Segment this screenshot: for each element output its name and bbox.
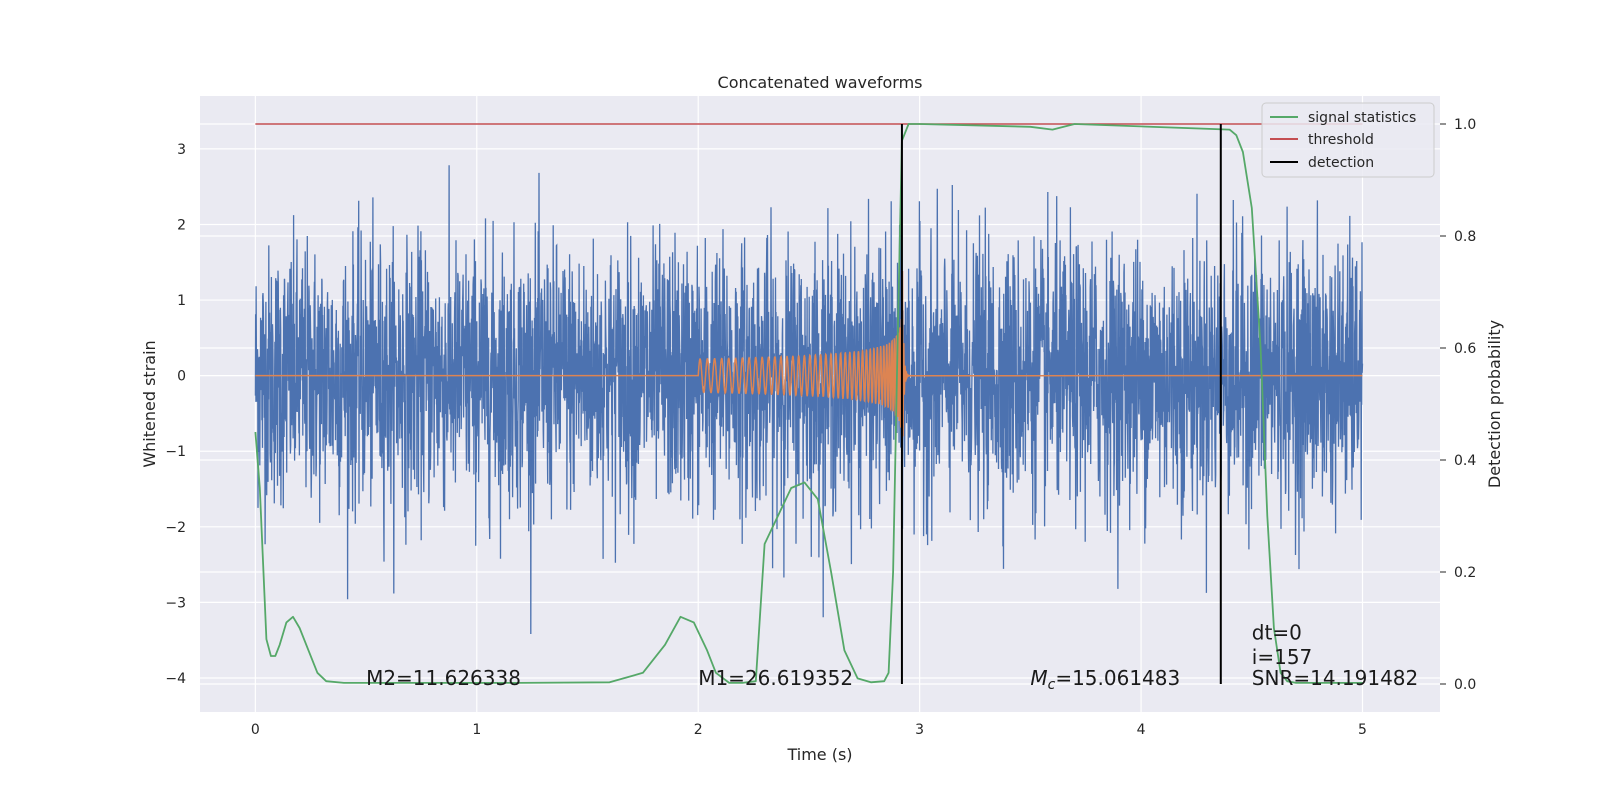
y-tick-label-right: 0.0 <box>1454 677 1476 693</box>
y-tick-label-right: 1.0 <box>1454 117 1476 133</box>
y-tick-label-right: 0.2 <box>1454 565 1476 581</box>
y-tick-label-left: −4 <box>165 671 186 687</box>
ticks: 0 1 2 3 4 5 −4 −3 −2 −1 0 1 2 3 0.0 0.2 0.4 0.6 0.8 1.0 <box>165 117 1476 738</box>
legend-label-threshold: threshold <box>1308 132 1374 148</box>
y-tick-label-right: 0.8 <box>1454 229 1476 245</box>
chart-title: Concatenated waveforms <box>718 73 923 92</box>
x-tick-label: 1 <box>472 722 481 738</box>
y-tick-label-left: 1 <box>177 293 186 309</box>
annotation-text: i=157 <box>1252 645 1313 669</box>
y-tick-label-right: 0.6 <box>1454 341 1476 357</box>
x-tick-label: 3 <box>915 722 924 738</box>
x-tick-label: 0 <box>251 722 260 738</box>
x-tick-label: 4 <box>1137 722 1146 738</box>
y-axis-label-right: Detection probability <box>1485 320 1504 488</box>
legend: signal statistics threshold detection <box>1261 102 1435 178</box>
legend-box <box>1261 102 1435 178</box>
y-tick-label-left: 0 <box>177 369 186 385</box>
y-tick-label-left: 2 <box>177 217 186 233</box>
y-tick-label-left: −1 <box>165 444 186 460</box>
annotation-text: Mc=15.061483 <box>1030 666 1180 693</box>
y-tick-label-right: 0.4 <box>1454 453 1476 469</box>
annotation-part: =15.061483 <box>1055 666 1180 690</box>
annotation-text: M2=11.626338 <box>366 666 521 690</box>
annotation-part: c <box>1048 677 1056 693</box>
x-tick-label: 2 <box>694 722 703 738</box>
annotation-text: M1=26.619352 <box>698 666 853 690</box>
y-tick-label-left: −2 <box>165 520 186 536</box>
signal-statistics-line <box>254 123 1363 684</box>
y-tick-label-left: 3 <box>177 142 186 158</box>
series-layer <box>254 123 1364 684</box>
legend-label-detection: detection <box>1308 155 1374 171</box>
y-axis-label-left: Whitened strain <box>140 340 159 467</box>
x-tick-label: 5 <box>1358 722 1367 738</box>
legend-label-signal-statistics: signal statistics <box>1308 110 1416 126</box>
x-axis-label: Time (s) <box>786 745 852 764</box>
annotation-text: SNR=14.191482 <box>1252 666 1418 690</box>
annotations: M2=11.626338 M1=26.619352 Mc=15.061483 dt=0… <box>366 621 1418 693</box>
y-tick-label-left: −3 <box>165 595 186 611</box>
strain-noise-line <box>254 165 1364 635</box>
annotation-part: M <box>1030 666 1047 690</box>
annotation-text: dt=0 <box>1252 621 1302 645</box>
template-chirp-line <box>255 270 1363 440</box>
